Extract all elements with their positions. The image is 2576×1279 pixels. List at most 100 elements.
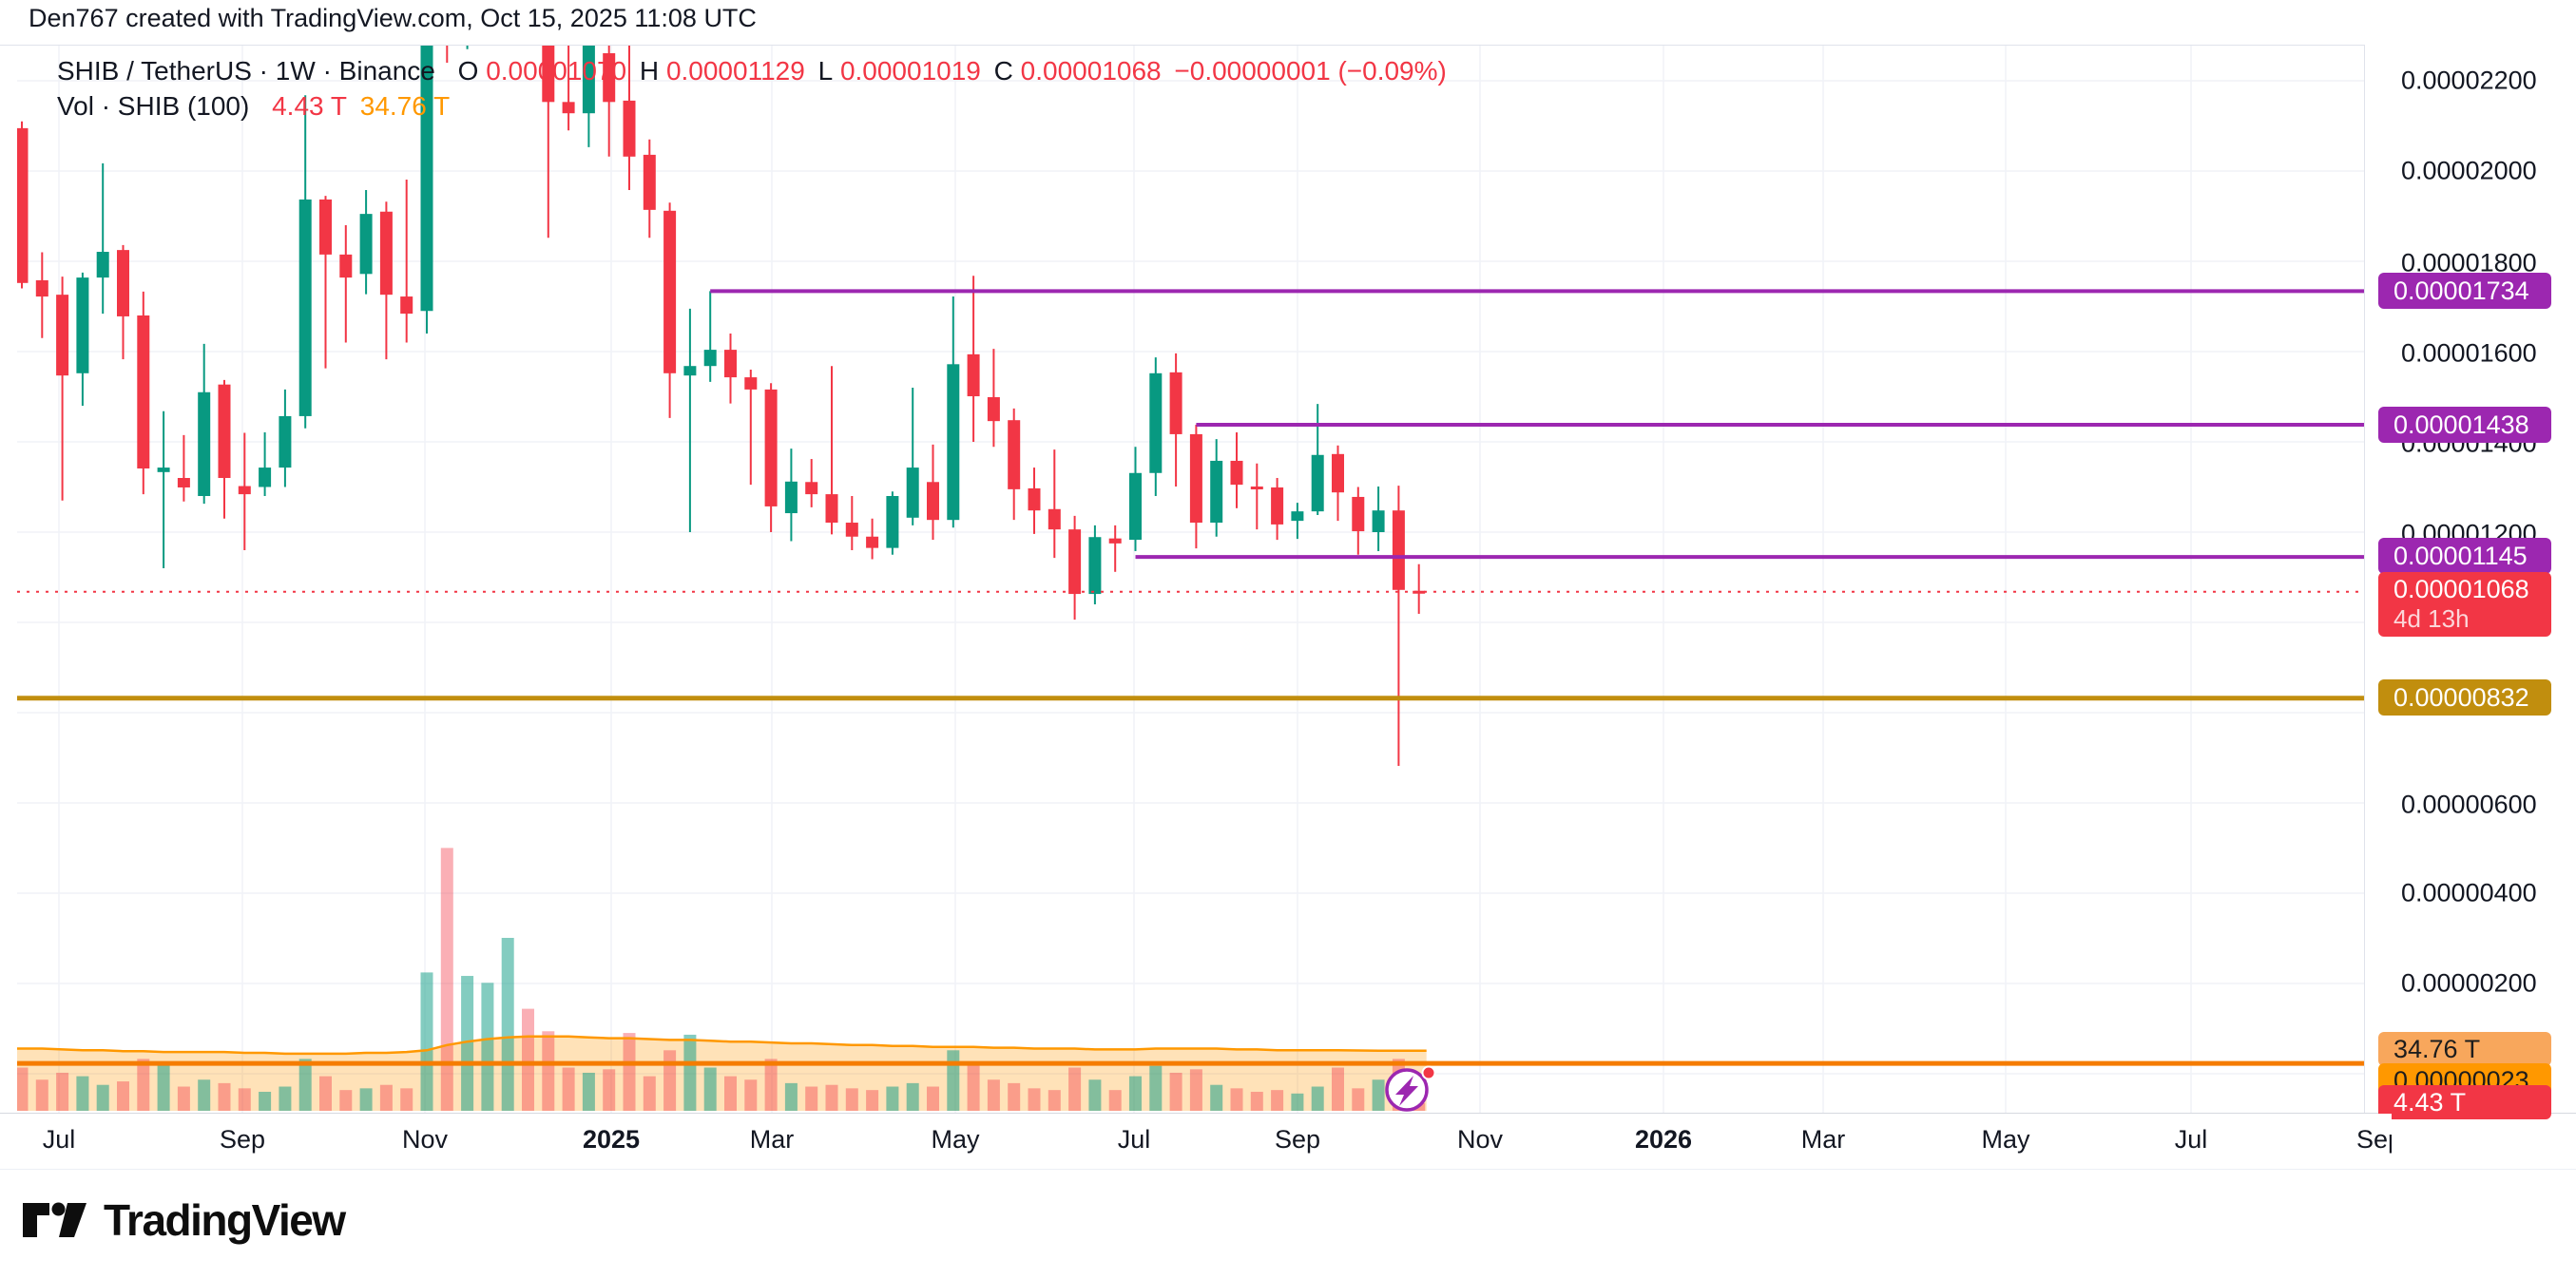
- candle-body: [1170, 372, 1182, 434]
- candle-body: [704, 350, 717, 366]
- volume-bar: [1008, 1083, 1020, 1111]
- volume-bar: [1129, 1077, 1142, 1111]
- chart-canvas[interactable]: [0, 0, 2576, 1279]
- time-axis-label: 2025: [583, 1125, 640, 1155]
- volume-bar: [683, 1035, 696, 1111]
- candle-body: [663, 211, 676, 373]
- tradingview-footer[interactable]: TradingView: [22, 1195, 345, 1245]
- open-value: 0.00001070: [486, 53, 626, 88]
- close-label: C: [994, 53, 1013, 88]
- volume-bar: [339, 1090, 352, 1111]
- candle-body: [360, 214, 373, 274]
- candle-body: [988, 397, 1000, 421]
- candle-body: [219, 385, 231, 478]
- candle-body: [886, 496, 898, 548]
- time-axis-label: Nov: [1457, 1125, 1503, 1155]
- volume-bar: [502, 938, 514, 1111]
- candle-body: [137, 315, 149, 468]
- volume-bar: [542, 1031, 554, 1111]
- time-axis-label: Nov: [402, 1125, 448, 1155]
- time-axis-label: Mar: [750, 1125, 795, 1155]
- volume-bar: [259, 1092, 271, 1111]
- open-label: O: [458, 53, 479, 88]
- symbol-title[interactable]: SHIB / TetherUS · 1W · Binance: [57, 53, 435, 88]
- candle-body: [1088, 537, 1101, 594]
- level-1438-badge[interactable]: 0.00001438: [2378, 407, 2551, 443]
- volume-study-title[interactable]: Vol · SHIB (100): [57, 88, 249, 124]
- volume-bar: [400, 1088, 413, 1111]
- candle-body: [968, 354, 980, 396]
- time-axis-label: Sep: [1275, 1125, 1320, 1155]
- volume-bar: [1170, 1073, 1182, 1111]
- legend-volume-row[interactable]: Vol · SHIB (100) 4.43 T 34.76 T: [57, 88, 1447, 124]
- candle-body: [765, 390, 778, 506]
- candle-body: [56, 295, 68, 375]
- close-value: 0.00001068: [1021, 53, 1162, 88]
- volume-bar: [1373, 1079, 1385, 1111]
- volume-bar: [583, 1073, 595, 1111]
- volume-bar: [624, 1033, 636, 1111]
- volume-current-value: 4.43 T: [272, 88, 347, 124]
- current-volume-badge[interactable]: 4.43 T: [2378, 1085, 2551, 1119]
- candle-body: [805, 482, 817, 494]
- volume-bar: [846, 1088, 858, 1111]
- volume-bar: [299, 1059, 312, 1111]
- volume-bar: [360, 1088, 373, 1111]
- change-value: −0.00000001 (−0.09%): [1174, 53, 1446, 88]
- volume-bar: [117, 1081, 129, 1111]
- candle-body: [1129, 473, 1142, 540]
- volume-bar: [1210, 1085, 1222, 1111]
- candle-body: [744, 377, 757, 390]
- candle-body: [1190, 434, 1202, 523]
- candle-body: [947, 364, 959, 520]
- time-axis[interactable]: JulSepNov2025MarMayJulSepNov2026MarMayJu…: [0, 1114, 2392, 1167]
- time-axis-label: Jul: [43, 1125, 76, 1155]
- low-value: 0.00001019: [840, 53, 981, 88]
- volume-bar: [927, 1087, 939, 1111]
- volume-bar: [279, 1087, 291, 1111]
- candle-body: [1393, 510, 1405, 590]
- candle-body: [279, 416, 291, 468]
- volume-bar: [886, 1087, 898, 1111]
- volume-bar: [644, 1077, 656, 1111]
- candle-body: [76, 277, 88, 373]
- candle-body: [683, 366, 696, 375]
- volume-bar: [1312, 1087, 1324, 1111]
- candle-body: [846, 523, 858, 537]
- candle-body: [1271, 487, 1283, 525]
- volume-bar: [1352, 1088, 1364, 1111]
- candle-body: [158, 468, 170, 472]
- time-axis-label: Mar: [1801, 1125, 1846, 1155]
- candle-body: [1251, 487, 1263, 489]
- level-1734-badge[interactable]: 0.00001734: [2378, 273, 2551, 309]
- volume-bar: [1271, 1090, 1283, 1111]
- volume-ma-value-badge[interactable]: 34.76 T: [2378, 1032, 2551, 1066]
- level-832-badge[interactable]: 0.00000832: [2378, 679, 2551, 716]
- candle-body: [97, 252, 109, 277]
- time-axis-label: May: [931, 1125, 979, 1155]
- volume-bar: [866, 1090, 878, 1111]
- level-1145-badge[interactable]: 0.00001145: [2378, 538, 2551, 574]
- current-price-badge[interactable]: 0.000010684d 13h: [2378, 572, 2551, 637]
- volume-bar: [481, 983, 493, 1111]
- volume-bar: [1291, 1094, 1303, 1111]
- volume-bar: [178, 1087, 190, 1111]
- volume-ma-value: 34.76 T: [360, 88, 450, 124]
- time-axis-label: 2026: [1635, 1125, 1692, 1155]
- volume-bar: [563, 1068, 575, 1112]
- candle-body: [866, 537, 878, 548]
- candle-body: [339, 255, 352, 277]
- candle-body: [299, 200, 312, 416]
- pane-top-border: [0, 45, 2364, 46]
- candle-body: [259, 468, 271, 487]
- volume-bar: [1332, 1068, 1344, 1112]
- flash-idea-button[interactable]: [1387, 1067, 1435, 1111]
- volume-bar: [76, 1077, 88, 1111]
- legend-symbol-row[interactable]: SHIB / TetherUS · 1W · Binance O 0.00001…: [57, 53, 1447, 88]
- price-axis[interactable]: 0.000022000.000020000.000018000.00001600…: [2365, 45, 2576, 1113]
- candle-body: [198, 392, 210, 496]
- volume-bar: [663, 1050, 676, 1111]
- volume-bar: [947, 1050, 959, 1111]
- volume-bar: [1028, 1088, 1041, 1111]
- volume-bar: [421, 972, 433, 1111]
